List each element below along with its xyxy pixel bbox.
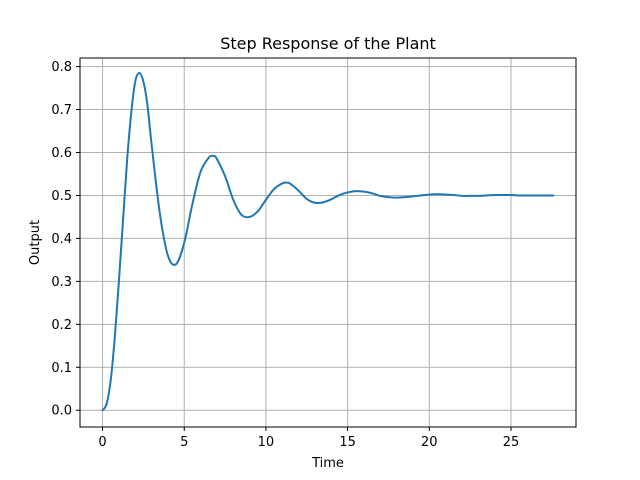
- ticks: 0 5 10 15 20 25 0.0 0.1 0.2 0.3 0.4 0.5 0.6 0.7 0.8: [51, 60, 519, 450]
- y-tick-label: 0.3: [51, 275, 72, 290]
- x-tick-label: 0: [98, 435, 106, 450]
- plot-frame: [79, 57, 577, 428]
- x-tick-label: 15: [339, 435, 356, 450]
- y-tick-label: 0.2: [51, 318, 72, 333]
- step-response-line: [101, 72, 555, 412]
- x-tick-label: 20: [421, 435, 438, 450]
- x-axis-label: Time: [311, 456, 344, 471]
- y-tick-label: 0.5: [51, 189, 72, 204]
- x-tick-label: 10: [258, 435, 275, 450]
- y-tick-label: 0.7: [51, 103, 72, 118]
- y-tick-label: 0.0: [51, 404, 72, 419]
- y-axis-label: Output: [28, 220, 43, 265]
- chart-title: Step Response of the Plant: [220, 34, 436, 53]
- y-tick-label: 0.4: [51, 232, 72, 247]
- series-layer: [101, 72, 555, 412]
- grid: [80, 58, 576, 427]
- x-tick-label: 5: [180, 435, 188, 450]
- y-tick-label: 0.1: [51, 361, 72, 376]
- y-tick-label: 0.6: [51, 146, 72, 161]
- x-tick-label: 25: [503, 435, 520, 450]
- y-tick-label: 0.8: [51, 60, 72, 75]
